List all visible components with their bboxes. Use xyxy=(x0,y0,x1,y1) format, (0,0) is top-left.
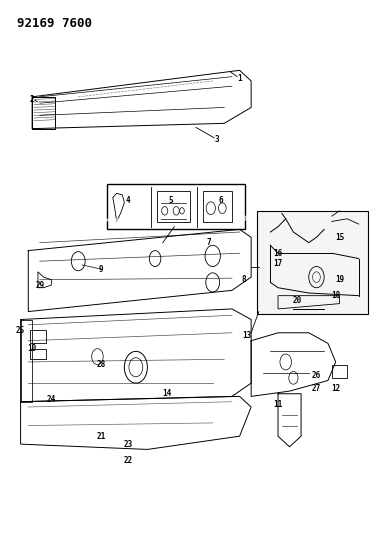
Text: 29: 29 xyxy=(35,280,45,289)
Text: 16: 16 xyxy=(273,249,283,258)
Text: 92169 7600: 92169 7600 xyxy=(17,17,92,30)
Bar xyxy=(30,349,46,359)
Text: 13: 13 xyxy=(243,331,252,340)
Text: 23: 23 xyxy=(123,440,133,449)
Text: 5: 5 xyxy=(168,196,173,205)
Text: 17: 17 xyxy=(273,260,283,268)
Text: 26: 26 xyxy=(312,370,321,379)
Text: 12: 12 xyxy=(331,384,340,393)
Bar xyxy=(332,365,347,378)
Text: 24: 24 xyxy=(47,394,56,403)
Text: 11: 11 xyxy=(273,400,283,409)
FancyBboxPatch shape xyxy=(257,211,368,314)
Text: 4: 4 xyxy=(126,196,130,205)
Text: 22: 22 xyxy=(123,456,133,465)
Text: 21: 21 xyxy=(97,432,106,441)
Text: 1: 1 xyxy=(237,74,242,83)
Text: 18: 18 xyxy=(331,291,340,300)
Text: 9: 9 xyxy=(99,265,104,273)
Text: 15: 15 xyxy=(335,233,344,242)
Text: 8: 8 xyxy=(241,275,246,284)
Text: 20: 20 xyxy=(293,296,302,305)
Bar xyxy=(30,330,46,343)
Text: 27: 27 xyxy=(312,384,321,393)
Text: 14: 14 xyxy=(162,389,171,398)
Polygon shape xyxy=(2,193,387,221)
Polygon shape xyxy=(2,362,387,378)
Text: 3: 3 xyxy=(214,135,219,144)
Text: 7: 7 xyxy=(207,238,211,247)
Text: 10: 10 xyxy=(27,344,37,353)
Text: 28: 28 xyxy=(97,360,106,369)
Text: 6: 6 xyxy=(218,196,223,205)
Text: 2: 2 xyxy=(30,95,34,104)
Text: 19: 19 xyxy=(335,275,344,284)
Text: 25: 25 xyxy=(16,326,25,335)
